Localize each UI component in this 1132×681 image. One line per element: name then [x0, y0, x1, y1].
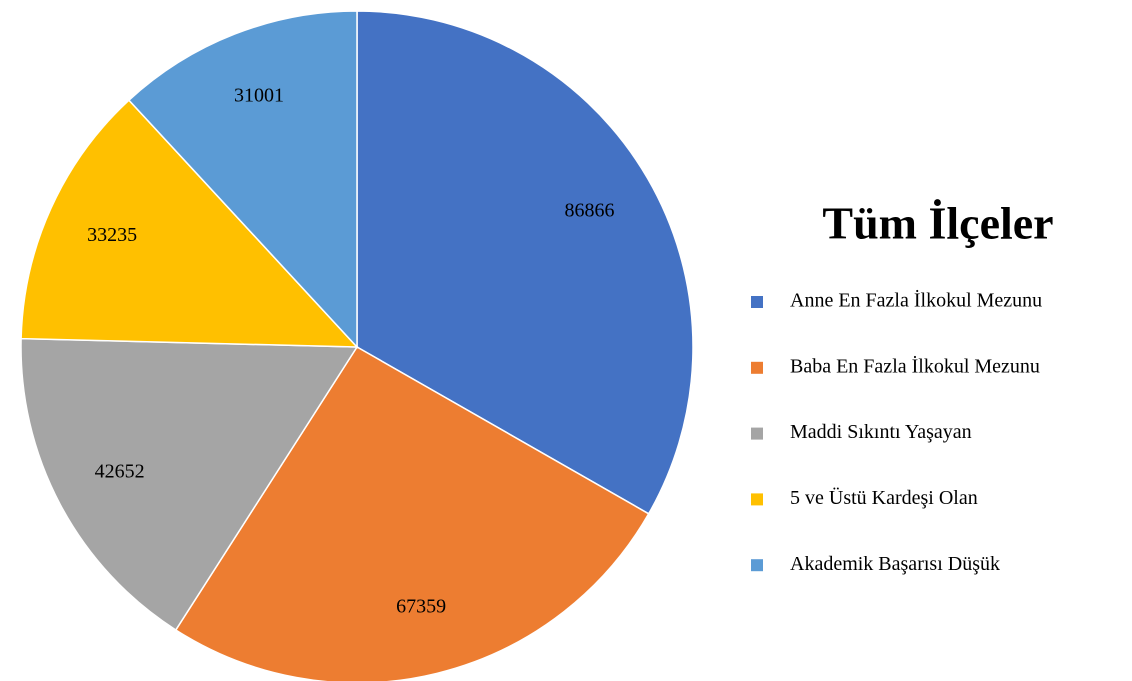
data-label: 67359	[396, 596, 446, 618]
legend-label: Anne En Fazla İlkokul Mezunu	[790, 289, 1042, 312]
legend-label: Akademik Başarısı Düşük	[790, 553, 1000, 575]
pie-slice	[356, 10, 694, 515]
legend-label: Maddi Sıkıntı Yaşayan	[790, 421, 972, 443]
data-label: 42652	[95, 461, 145, 483]
legend-swatch	[751, 427, 763, 440]
pie-slice	[174, 345, 650, 681]
legend-swatch	[751, 559, 763, 572]
pie-slice	[20, 99, 359, 348]
chart-title: Tüm İlçeler	[822, 198, 1053, 249]
data-label: 33235	[87, 224, 137, 246]
data-label: 31001	[234, 84, 284, 106]
data-label: 86866	[565, 200, 615, 222]
legend-swatch	[751, 361, 763, 374]
pie-slice	[127, 10, 358, 349]
legend-label: 5 ve Üstü Kardeşi Olan	[790, 486, 978, 509]
pie-slice	[20, 337, 359, 631]
legend-swatch	[751, 296, 763, 308]
legend-label: Baba En Fazla İlkokul Mezunu	[790, 354, 1040, 377]
legend-swatch	[751, 493, 763, 506]
